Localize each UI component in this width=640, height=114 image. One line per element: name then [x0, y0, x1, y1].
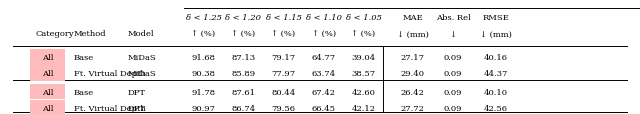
Text: ↑ (%): ↑ (%)	[191, 30, 216, 38]
Text: 87.61: 87.61	[231, 88, 255, 96]
Text: Abs. Rel: Abs. Rel	[436, 14, 470, 22]
Text: DPT: DPT	[128, 104, 146, 112]
Text: ↓: ↓	[450, 30, 456, 38]
Text: Model: Model	[128, 30, 155, 38]
Text: δ < 1.25: δ < 1.25	[186, 14, 221, 22]
Text: 90.38: 90.38	[191, 70, 216, 78]
Text: Ft. Virtual Depth: Ft. Virtual Depth	[74, 70, 145, 78]
Text: All: All	[42, 104, 53, 112]
Bar	[30, 66, 65, 81]
Text: δ < 1.20: δ < 1.20	[225, 14, 261, 22]
Text: 63.74: 63.74	[312, 70, 336, 78]
Text: MiDaS: MiDaS	[128, 54, 157, 62]
Text: Ft. Virtual Depth: Ft. Virtual Depth	[74, 104, 145, 112]
Text: 27.72: 27.72	[401, 104, 425, 112]
Text: 79.56: 79.56	[271, 104, 296, 112]
Text: MAE: MAE	[403, 14, 423, 22]
Text: 80.44: 80.44	[271, 88, 296, 96]
Text: ↑ (%): ↑ (%)	[231, 30, 255, 38]
Text: 64.77: 64.77	[312, 54, 336, 62]
Text: δ < 1.05: δ < 1.05	[346, 14, 381, 22]
Text: 42.56: 42.56	[484, 104, 508, 112]
Text: 40.10: 40.10	[484, 88, 508, 96]
Text: 67.42: 67.42	[312, 88, 336, 96]
Text: ↓ (mm): ↓ (mm)	[397, 30, 429, 38]
Text: Category: Category	[35, 30, 74, 38]
Text: 40.16: 40.16	[484, 54, 508, 62]
Text: ↓ (mm): ↓ (mm)	[480, 30, 512, 38]
Text: 0.09: 0.09	[444, 88, 462, 96]
Text: MiDaS: MiDaS	[128, 70, 157, 78]
Text: 42.12: 42.12	[351, 104, 376, 112]
Text: 38.57: 38.57	[351, 70, 376, 78]
Bar	[30, 50, 65, 65]
Text: Base: Base	[74, 54, 93, 62]
Text: 39.04: 39.04	[351, 54, 376, 62]
Text: DPT: DPT	[128, 88, 146, 96]
Text: ↑ (%): ↑ (%)	[312, 30, 336, 38]
Text: 0.09: 0.09	[444, 70, 462, 78]
Text: 27.17: 27.17	[401, 54, 425, 62]
Text: 87.13: 87.13	[231, 54, 255, 62]
Text: δ < 1.15: δ < 1.15	[266, 14, 301, 22]
Text: 29.40: 29.40	[401, 70, 425, 78]
Text: 79.17: 79.17	[271, 54, 296, 62]
Text: 26.42: 26.42	[401, 88, 425, 96]
Text: 77.97: 77.97	[271, 70, 296, 78]
Text: 91.78: 91.78	[191, 88, 216, 96]
Text: ↑ (%): ↑ (%)	[351, 30, 376, 38]
Text: 66.45: 66.45	[312, 104, 336, 112]
Text: 85.89: 85.89	[231, 70, 255, 78]
Bar	[30, 84, 65, 99]
Text: 90.97: 90.97	[191, 104, 216, 112]
Text: 91.68: 91.68	[191, 54, 216, 62]
Text: All: All	[42, 54, 53, 62]
Bar	[30, 100, 65, 114]
Text: 0.09: 0.09	[444, 54, 462, 62]
Text: 42.60: 42.60	[351, 88, 376, 96]
Text: ↑ (%): ↑ (%)	[271, 30, 296, 38]
Text: All: All	[42, 70, 53, 78]
Text: All: All	[42, 88, 53, 96]
Text: 0.09: 0.09	[444, 104, 462, 112]
Text: RMSE: RMSE	[483, 14, 509, 22]
Text: δ < 1.10: δ < 1.10	[306, 14, 342, 22]
Text: 86.74: 86.74	[231, 104, 255, 112]
Text: 44.37: 44.37	[484, 70, 508, 78]
Text: Method: Method	[74, 30, 106, 38]
Text: Base: Base	[74, 88, 93, 96]
